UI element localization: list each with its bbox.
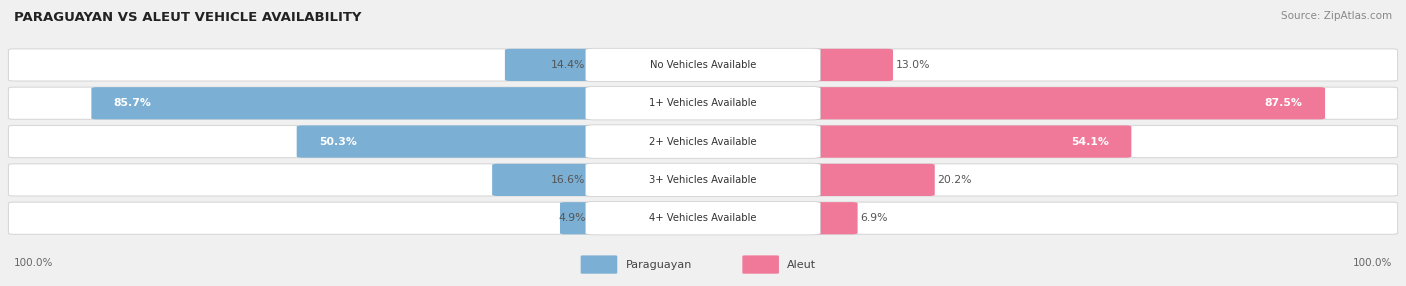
- FancyBboxPatch shape: [807, 126, 1132, 158]
- FancyBboxPatch shape: [807, 87, 1324, 119]
- Text: 13.0%: 13.0%: [896, 60, 931, 70]
- FancyBboxPatch shape: [297, 126, 599, 158]
- Text: Aleut: Aleut: [787, 260, 817, 269]
- Text: No Vehicles Available: No Vehicles Available: [650, 60, 756, 70]
- FancyBboxPatch shape: [492, 164, 599, 196]
- Text: 100.0%: 100.0%: [1353, 258, 1392, 268]
- FancyBboxPatch shape: [8, 49, 1398, 81]
- FancyBboxPatch shape: [505, 49, 599, 81]
- FancyBboxPatch shape: [807, 164, 935, 196]
- FancyBboxPatch shape: [8, 87, 1398, 119]
- FancyBboxPatch shape: [807, 49, 893, 81]
- Text: 4.9%: 4.9%: [558, 213, 585, 223]
- Text: 16.6%: 16.6%: [551, 175, 585, 185]
- Text: 85.7%: 85.7%: [114, 98, 152, 108]
- FancyBboxPatch shape: [585, 202, 821, 235]
- Text: 87.5%: 87.5%: [1264, 98, 1302, 108]
- Text: PARAGUAYAN VS ALEUT VEHICLE AVAILABILITY: PARAGUAYAN VS ALEUT VEHICLE AVAILABILITY: [14, 11, 361, 24]
- FancyBboxPatch shape: [585, 48, 821, 82]
- FancyBboxPatch shape: [585, 125, 821, 158]
- FancyBboxPatch shape: [8, 164, 1398, 196]
- FancyBboxPatch shape: [560, 202, 599, 234]
- Text: Paraguayan: Paraguayan: [626, 260, 692, 269]
- FancyBboxPatch shape: [807, 202, 858, 234]
- FancyBboxPatch shape: [585, 163, 821, 196]
- Text: 6.9%: 6.9%: [860, 213, 889, 223]
- Text: 2+ Vehicles Available: 2+ Vehicles Available: [650, 137, 756, 146]
- Text: 100.0%: 100.0%: [14, 258, 53, 268]
- FancyBboxPatch shape: [91, 87, 599, 119]
- Text: 4+ Vehicles Available: 4+ Vehicles Available: [650, 213, 756, 223]
- FancyBboxPatch shape: [742, 255, 779, 274]
- FancyBboxPatch shape: [581, 255, 617, 274]
- FancyBboxPatch shape: [8, 202, 1398, 234]
- Text: 3+ Vehicles Available: 3+ Vehicles Available: [650, 175, 756, 185]
- Text: 20.2%: 20.2%: [938, 175, 972, 185]
- Text: 50.3%: 50.3%: [319, 137, 357, 146]
- Text: 14.4%: 14.4%: [551, 60, 585, 70]
- Text: 1+ Vehicles Available: 1+ Vehicles Available: [650, 98, 756, 108]
- Text: Source: ZipAtlas.com: Source: ZipAtlas.com: [1281, 11, 1392, 21]
- FancyBboxPatch shape: [8, 126, 1398, 158]
- Text: 54.1%: 54.1%: [1071, 137, 1109, 146]
- FancyBboxPatch shape: [585, 87, 821, 120]
